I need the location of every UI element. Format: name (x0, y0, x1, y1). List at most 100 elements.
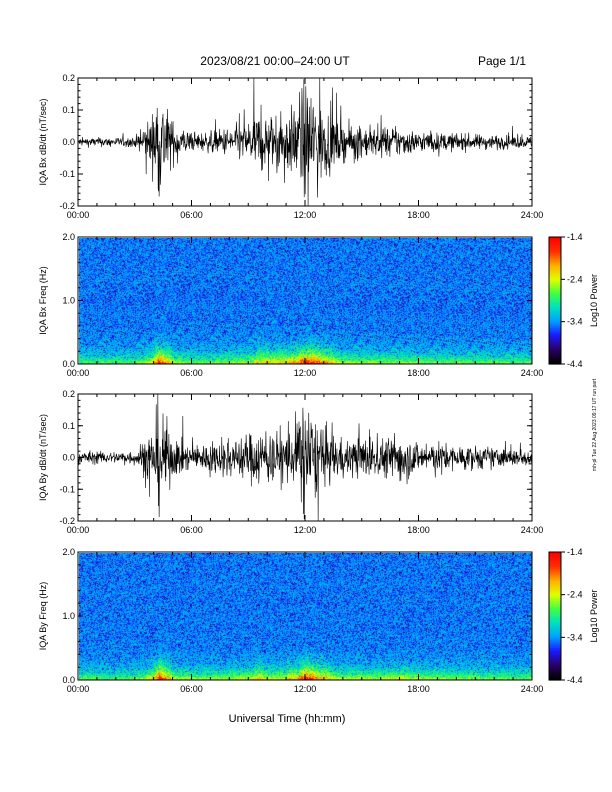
x-tick-label: 06:00 (180, 368, 203, 378)
colorbar-swatch (549, 660, 561, 664)
colorbar-swatch (549, 317, 561, 321)
y-tick-label: 0.1 (62, 421, 75, 431)
colorbar-swatch (549, 308, 561, 312)
colorbar-label: Log10 Power (589, 589, 599, 642)
colorbar-swatch (549, 581, 561, 585)
colorbar-swatch (549, 607, 561, 611)
y-tick-label: 0.0 (62, 453, 75, 463)
colorbar-swatch (549, 628, 561, 632)
colorbar-frame (548, 551, 562, 681)
colorbar-swatch (549, 315, 561, 319)
colorbar-swatch (549, 262, 561, 266)
colorbar-swatch (549, 347, 561, 350)
colorbar-frame (548, 236, 562, 365)
x-tick-label: 24:00 (521, 210, 544, 220)
colorbar-swatch (549, 601, 561, 604)
x-tick-label: 00:00 (67, 684, 90, 694)
x-tick-label: 24:00 (521, 684, 544, 694)
colorbar-swatch (549, 616, 561, 619)
page-indicator: Page 1/1 (478, 54, 526, 68)
colorbar-swatch (549, 624, 561, 628)
y-tick-label: 1.0 (62, 296, 75, 306)
spectrogram-panel: -1.4 -2.4 -3.4 -4.4 Log10 Power 00:00 06:00 12:… (38, 547, 599, 694)
colorbar-swatch (549, 321, 561, 325)
colorbar-swatch (549, 264, 561, 268)
y-axis-label: IQA By dB/dt (nT/sec) (38, 414, 48, 501)
colorbar-swatch (549, 268, 561, 272)
colorbar-swatch (549, 287, 561, 291)
y-tick-label: 0.2 (62, 389, 75, 399)
colorbar-swatch (549, 338, 561, 342)
colorbar-swatch (549, 575, 561, 579)
colorbar-swatch (549, 648, 561, 651)
colorbar-swatch (549, 560, 561, 564)
colorbar-swatch (549, 571, 561, 574)
colorbar-swatch (549, 675, 561, 679)
y-tick-label: 0.0 (62, 675, 75, 685)
series-line (77, 77, 533, 207)
x-tick-label: 06:00 (180, 525, 203, 535)
colorbar-swatch (549, 294, 561, 297)
y-tick-label: 1.0 (62, 611, 75, 621)
colorbar-swatch (549, 554, 561, 557)
colorbar-swatch (549, 249, 561, 253)
colorbar-swatch (549, 298, 561, 302)
y-tick-label: 0.0 (62, 359, 75, 369)
x-tick-label: 18:00 (407, 210, 430, 220)
colorbar-swatch (549, 304, 561, 308)
colorbar-swatch (549, 645, 561, 649)
x-tick-label: 00:00 (67, 210, 90, 220)
colorbar-swatch (549, 334, 561, 338)
y-tick-label: 0.1 (62, 105, 75, 115)
colorbar-swatch (549, 603, 561, 606)
colorbar-swatch (549, 349, 561, 352)
waveform-panel: 00:00 06:00 12:00 18:00 24:00 -0.2 -0.1 0.0 0.1 0… (38, 389, 543, 535)
colorbar-swatch (549, 313, 561, 316)
colorbar-swatch (549, 611, 561, 615)
x-tick-label: 18:00 (407, 525, 430, 535)
colorbar: -1.4 -2.4 -3.4 -4.4 Log10 Power (548, 232, 599, 369)
y-tick-label: 0.0 (62, 137, 75, 147)
colorbar-swatch (549, 279, 561, 283)
colorbar-swatch (549, 569, 561, 572)
colorbar-swatch (549, 344, 561, 348)
x-tick-label: 18:00 (407, 684, 430, 694)
colorbar-swatch (549, 277, 561, 280)
y-tick-label: 2.0 (62, 232, 75, 242)
colorbar-swatch (549, 633, 561, 636)
x-tick-label: 24:00 (521, 368, 544, 378)
colorbar-swatch (549, 292, 561, 295)
colorbar-swatch (549, 639, 561, 643)
colorbar-swatch (549, 658, 561, 662)
colorbar-swatch (549, 243, 561, 247)
colorbar-swatch (549, 626, 561, 630)
colorbar-swatch (549, 336, 561, 340)
colorbar-swatch (549, 596, 561, 600)
colorbar-swatch (549, 241, 561, 244)
colorbar-swatch (549, 592, 561, 596)
colorbar-tick-label: -4.4 (567, 359, 583, 369)
colorbar-swatch (549, 677, 561, 681)
y-tick-label: -0.2 (59, 516, 75, 526)
y-tick-label: 2.0 (62, 547, 75, 557)
x-tick-label: 00:00 (67, 525, 90, 535)
panels: 00:00 06:00 12:00 18:00 24:00 -0.2 -0.1 0.0 0.1 0… (38, 73, 599, 694)
x-tick-label: 06:00 (180, 210, 203, 220)
colorbar-swatch (549, 652, 561, 655)
colorbar-swatch (549, 618, 561, 621)
colorbar-swatch (549, 588, 561, 591)
spectrogram-panel: -1.4 -2.4 -3.4 -4.4 Log10 Power 00:00 06:00 12:… (38, 232, 599, 378)
y-tick-label: -0.2 (59, 201, 75, 211)
colorbar-tick-label: -3.4 (567, 632, 583, 642)
colorbar-swatch (549, 573, 561, 577)
colorbar-swatch (549, 289, 561, 293)
x-tick-label: 06:00 (180, 684, 203, 694)
colorbar-label: Log10 Power (589, 274, 599, 327)
colorbar-swatch (549, 245, 561, 249)
colorbar-swatch (549, 351, 561, 355)
colorbar-swatch (549, 302, 561, 306)
colorbar-swatch (549, 296, 561, 299)
colorbar-swatch (549, 586, 561, 589)
x-tick-label: 12:00 (294, 210, 317, 220)
